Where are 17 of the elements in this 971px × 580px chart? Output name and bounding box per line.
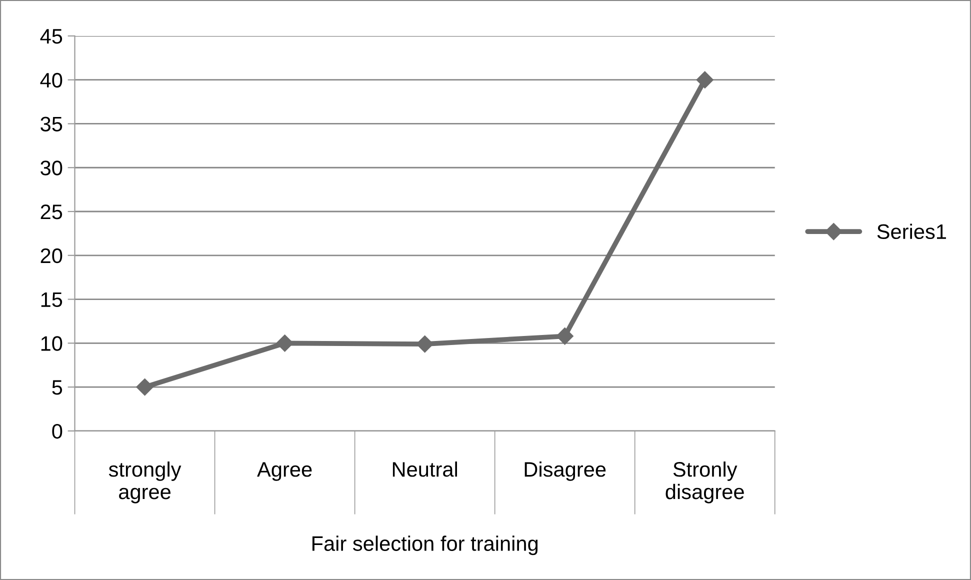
x-tick-label: Agree xyxy=(257,462,312,481)
x-tick-label: strongly agree xyxy=(108,461,182,504)
y-tick-label: 15 xyxy=(41,292,62,308)
y-tick-label: 20 xyxy=(40,248,62,264)
y-tick-label: 10 xyxy=(41,336,62,351)
x-axis-title: Fair selection for training xyxy=(312,536,538,556)
y-tick-label: 40 xyxy=(40,72,62,88)
legend-label: Series1 xyxy=(877,224,946,240)
y-tick-label: 45 xyxy=(40,29,62,44)
y-tick-label: 30 xyxy=(40,160,62,176)
y-tick-label: 5 xyxy=(52,380,62,395)
y-tick-label: 0 xyxy=(52,424,62,439)
x-tick-label: Stronly disagree xyxy=(666,461,744,504)
x-tick-label: Disagree xyxy=(524,461,606,481)
y-tick-label: 35 xyxy=(40,116,62,132)
y-tick-label: 25 xyxy=(40,204,62,220)
x-tick-label: Neutral xyxy=(392,461,457,477)
